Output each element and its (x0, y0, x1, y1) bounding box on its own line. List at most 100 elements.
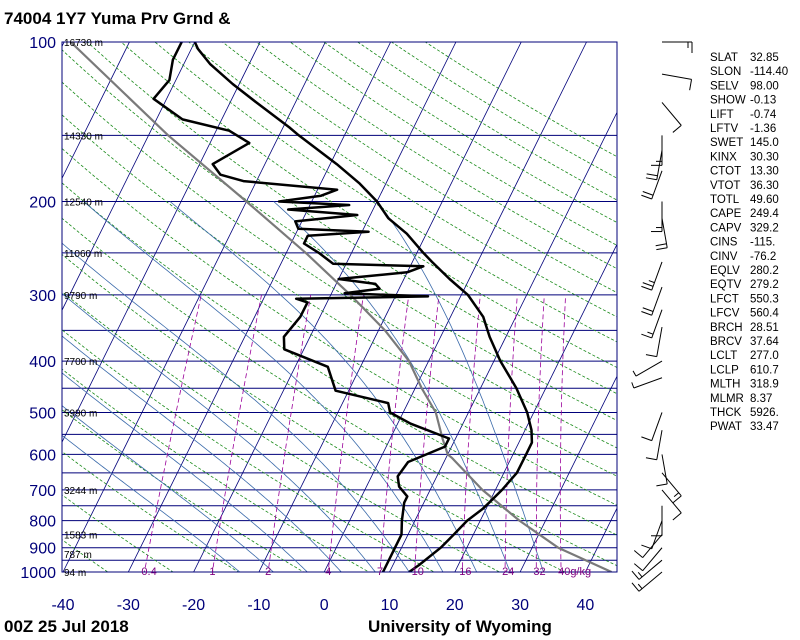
wind-barb (642, 534, 663, 558)
index-value: 5926. (750, 407, 779, 419)
index-label: CINV (710, 251, 738, 263)
index-value: 13.30 (750, 166, 779, 178)
index-label: EQLV (710, 265, 740, 277)
mixing-ratio-label: 10 (412, 566, 424, 578)
temperature-tick-label: 0 (320, 597, 329, 614)
wind-barb (661, 472, 682, 497)
temperature-tick-label: 30 (511, 597, 529, 614)
wind-barb-flag (673, 492, 680, 498)
moist-adiabat-line (62, 434, 241, 572)
mixing-ratio-line (143, 294, 202, 572)
chart-title: 74004 1Y7 Yuma Prv Grnd & (4, 9, 230, 28)
dry-adiabat-line (62, 147, 617, 506)
mixing-ratio-line (461, 294, 481, 572)
wind-barb-flag (641, 311, 652, 316)
index-label: THCK (710, 407, 742, 419)
wind-barb-flag (637, 583, 643, 590)
index-value: -1.36 (750, 123, 776, 135)
height-label: 1583 m (64, 531, 97, 542)
height-label: 9790 m (64, 291, 97, 302)
stability-indices-table: SLAT 32.85 SLON -114.40 SELV 98.00 SHOW -0.13 LI… (710, 52, 788, 433)
pressure-tick-label: 600 (29, 447, 56, 464)
height-label: 5990 m (64, 408, 97, 419)
dry-adiabat-line (120, 42, 617, 368)
wind-barb (635, 360, 663, 377)
height-label: 94 m (64, 568, 86, 579)
index-value: -114.40 (750, 66, 788, 78)
index-label: LFTV (710, 123, 738, 135)
index-label: SLON (710, 66, 741, 78)
pressure-tick-label: 800 (29, 514, 56, 531)
pressure-tick-label: 300 (29, 288, 56, 305)
index-value: 280.2 (750, 265, 779, 277)
sounding-traces (69, 42, 612, 572)
index-value: 30.30 (750, 151, 779, 163)
wind-barb-flag (641, 285, 652, 291)
index-label: LFCV (710, 308, 740, 320)
wind-barb (661, 73, 692, 80)
dry-adiabat-line (62, 114, 617, 477)
height-label: 16730 m (64, 38, 103, 49)
mixing-ratio-label: 40g/kg (558, 566, 591, 578)
wind-barb-flag (633, 550, 644, 558)
wind-barb-flag (672, 124, 682, 133)
isotherm-line (519, 375, 617, 572)
index-label: SELV (710, 80, 739, 92)
index-value: 145.0 (750, 137, 779, 149)
moist-adiabat-line (169, 201, 478, 572)
isotherm-line (193, 42, 457, 572)
height-label: 7700 m (64, 357, 97, 368)
isotherm-line (62, 42, 261, 444)
wind-barb-flag (633, 563, 644, 572)
wind-barbs-column (631, 41, 693, 592)
dry-adiabat-line (62, 368, 370, 572)
index-label: LFCT (710, 293, 739, 305)
dry-adiabat-line (62, 329, 436, 572)
temperature-tick-label: 10 (381, 597, 399, 614)
index-value: 33.47 (750, 421, 779, 433)
wind-barb (661, 489, 682, 514)
dry-adiabat-line (62, 451, 240, 572)
index-value: 28.51 (750, 322, 779, 334)
temperature-tick-label: -40 (51, 597, 74, 614)
parcel-trace (69, 42, 612, 572)
pressure-tick-label: 400 (29, 354, 56, 371)
dry-adiabat-line (86, 42, 617, 395)
pressure-tick-label: 500 (29, 405, 56, 422)
wind-barb (638, 571, 663, 592)
index-label: CAPV (710, 222, 742, 234)
wind-barb (638, 559, 663, 580)
mixing-ratio-label: 24 (502, 566, 514, 578)
mixing-ratio-label: 1 (209, 566, 215, 578)
temperature-tick-label: 20 (446, 597, 464, 614)
wind-barb-flag (631, 570, 640, 580)
pressure-tick-label: 900 (29, 541, 56, 558)
wind-barb-flag (631, 382, 635, 389)
index-label: BRCH (710, 322, 743, 334)
pressure-tick-label: 700 (29, 483, 56, 500)
wind-barb (656, 430, 663, 460)
temperature-tick-label: -10 (247, 597, 270, 614)
wind-barb-flag (672, 512, 682, 521)
height-label: 14330 m (64, 131, 103, 142)
index-label: MLTH (710, 379, 740, 391)
wind-barb (661, 454, 668, 485)
mixing-ratio-label: 32 (533, 566, 545, 578)
mixing-ratio-label: 16 (459, 566, 471, 578)
wind-barb-flag (642, 307, 654, 312)
temperature-tick-label: -30 (117, 597, 140, 614)
mixing-ratio-line (535, 294, 545, 572)
wind-barb-flag (646, 173, 658, 177)
index-value: 8.37 (750, 393, 772, 405)
index-label: LCLP (710, 364, 739, 376)
index-label: PWAT (710, 421, 742, 433)
index-label: CTOT (710, 166, 741, 178)
moist-adiabat-line (62, 335, 342, 572)
moist-adiabat-line (62, 405, 275, 572)
index-label: VTOT (710, 180, 740, 192)
index-value: -76.2 (750, 251, 776, 263)
pressure-tick-label: 200 (29, 195, 56, 212)
index-label: LCLT (710, 350, 737, 362)
isotherm-line (62, 42, 326, 572)
index-value: 279.2 (750, 279, 779, 291)
